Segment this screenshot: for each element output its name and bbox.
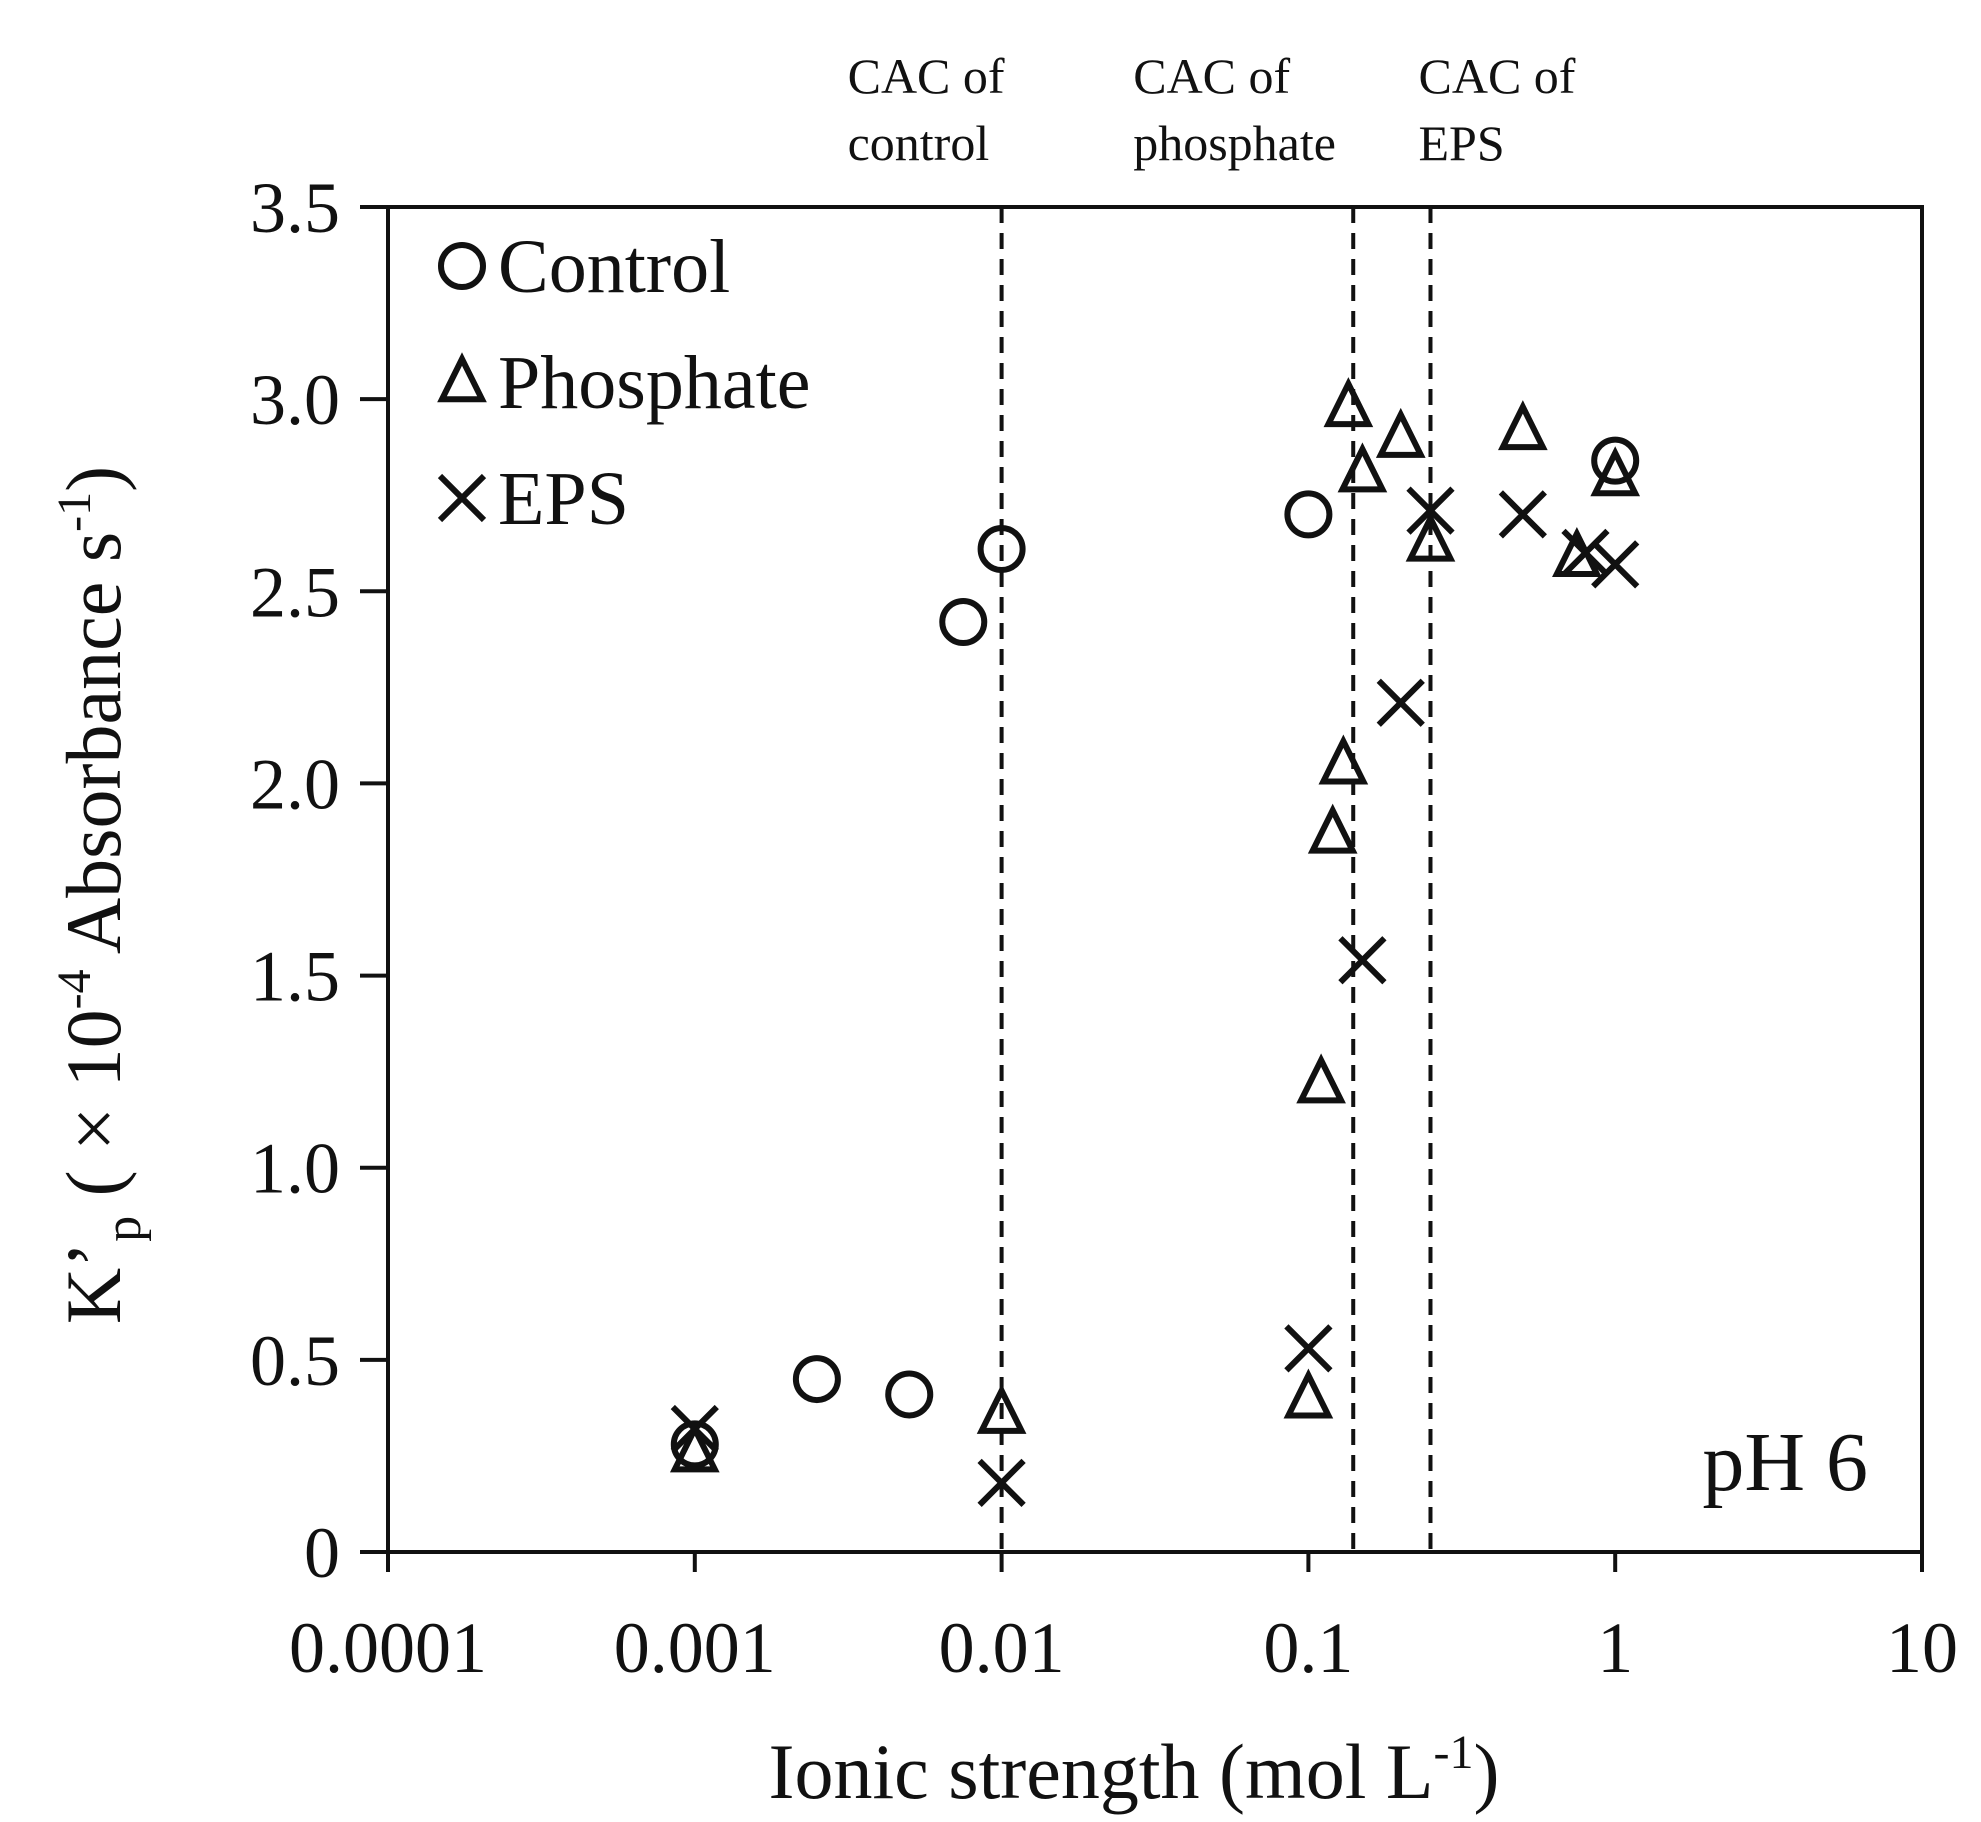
y-tick-label: 2.0 — [250, 744, 340, 824]
control-point — [792, 1355, 841, 1404]
reference-lines: CAC of control CAC of phosphate CAC of EPS — [848, 48, 1576, 1552]
y-axis-label-open: ( × 10 — [50, 1009, 137, 1215]
x-tick-label: 0.001 — [614, 1608, 776, 1688]
control-point — [885, 1370, 934, 1419]
cac-label-line1: CAC of — [1133, 48, 1290, 104]
x-tick-label: 10 — [1886, 1608, 1958, 1688]
y-axis-label-unit-sup: -1 — [48, 492, 101, 532]
y-axis-label-sub: p — [95, 1216, 152, 1242]
legend-marker-circle — [438, 242, 486, 290]
y-tick-label: 3.0 — [250, 360, 340, 440]
cac-label-line1: CAC of — [1418, 48, 1575, 104]
plot-frame — [386, 205, 1924, 1554]
data-markers — [669, 377, 1641, 1507]
eps-point — [1591, 540, 1640, 589]
legend-item-control: Control — [438, 225, 730, 309]
phosphate-point — [1498, 400, 1548, 451]
y-axis-label-prime: ’ — [50, 1242, 137, 1268]
legend-item-phosphate: Phosphate — [437, 341, 810, 425]
ph-annotation: pH 6 — [1702, 1416, 1868, 1509]
plot-area-border — [386, 205, 1924, 1554]
series-control — [670, 436, 1640, 1469]
y-tick-label: 1.0 — [250, 1129, 340, 1209]
x-axis-label: Ionic strength (mol L-1) — [769, 1726, 1500, 1815]
phosphate-point — [1323, 377, 1374, 428]
y-axis-label-k: K — [50, 1268, 137, 1324]
legend-label: EPS — [498, 457, 629, 541]
y-tick-label: 0 — [304, 1513, 340, 1593]
control-point — [939, 598, 988, 647]
series-phosphate — [669, 377, 1641, 1473]
y-axis-label-mid: Absorbance s — [50, 532, 137, 970]
phosphate-point — [976, 1383, 1027, 1434]
control-point — [1284, 490, 1333, 539]
series-eps — [670, 486, 1640, 1507]
control-point — [1591, 436, 1640, 485]
legend-label: Phosphate — [498, 341, 810, 425]
y-axis-label-close: ) — [50, 466, 137, 492]
legend-marker-cross — [437, 473, 487, 523]
eps-point — [1498, 490, 1547, 539]
x-tick-label: 0.1 — [1263, 1608, 1353, 1688]
cac-label-line2: EPS — [1418, 115, 1504, 171]
x-axis-label-main: Ionic strength (mol L — [769, 1728, 1434, 1815]
x-tick-label: 0.01 — [939, 1608, 1065, 1688]
eps-point — [1561, 528, 1610, 577]
x-axis: 0.0001 0.001 0.01 0.1 1 10 — [289, 1552, 1958, 1688]
phosphate-point — [1296, 1053, 1346, 1104]
y-tick-label: 2.5 — [250, 552, 340, 632]
eps-point — [1284, 1324, 1333, 1373]
phosphate-point — [669, 1422, 720, 1473]
phosphate-point — [1405, 511, 1456, 562]
x-tick-label: 1 — [1597, 1608, 1633, 1688]
y-axis-label-exp: -4 — [48, 969, 101, 1009]
y-tick-label: 3.5 — [250, 168, 340, 248]
eps-point — [670, 1404, 719, 1454]
phosphate-point — [1283, 1368, 1334, 1419]
cac-label-line2: phosphate — [1133, 115, 1336, 171]
eps-point — [1406, 486, 1455, 535]
legend-label: Control — [498, 225, 730, 309]
phosphate-point — [1307, 803, 1358, 854]
x-axis-label-tail: ) — [1474, 1728, 1500, 1815]
x-axis-label-sup: -1 — [1434, 1726, 1474, 1779]
eps-point — [977, 1458, 1026, 1507]
eps-point — [1338, 936, 1387, 985]
phosphate-point — [1318, 734, 1369, 785]
eps-point — [1376, 678, 1425, 727]
y-tick-label: 1.5 — [250, 937, 340, 1017]
y-axis-label: K’p ( × 10-4 Absorbance s-1) — [48, 466, 152, 1324]
phosphate-point — [1337, 442, 1388, 493]
x-tick-label: 0.0001 — [289, 1608, 487, 1688]
phosphate-point — [1552, 526, 1602, 577]
y-axis: 0 0.5 1.0 1.5 2.0 2.5 3.0 3.5 — [250, 168, 388, 1593]
legend: Control Phosphate EPS — [437, 225, 810, 541]
cac-label-line1: CAC of — [848, 48, 1005, 104]
legend-marker-triangle — [437, 352, 487, 403]
cac-label-line2: control — [848, 115, 990, 171]
y-tick-label: 0.5 — [250, 1321, 340, 1401]
legend-item-eps: EPS — [437, 457, 629, 541]
phosphate-point — [1590, 446, 1641, 497]
control-point — [977, 525, 1026, 574]
phosphate-point — [1375, 407, 1426, 458]
